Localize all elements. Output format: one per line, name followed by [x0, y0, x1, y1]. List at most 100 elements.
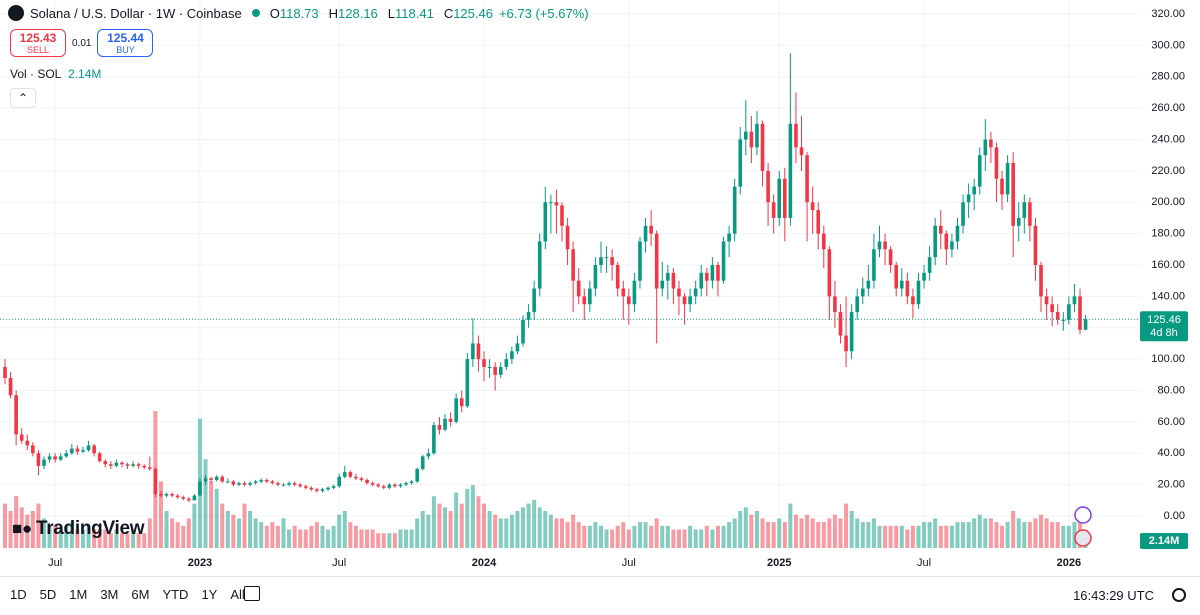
volume-bar: [376, 533, 381, 548]
volume-bar: [961, 522, 966, 548]
volume-bar: [855, 518, 860, 548]
volume-bar: [1027, 522, 1032, 548]
price-tag-value: 125.46: [1147, 314, 1181, 326]
candle-body: [983, 139, 988, 156]
volume-bar: [225, 511, 230, 548]
symbol-logo: [8, 5, 24, 21]
candle-body: [476, 343, 481, 360]
candle-body: [86, 445, 91, 451]
volume-bar: [704, 525, 709, 548]
candle-body: [465, 359, 470, 407]
volume-bar: [1050, 522, 1055, 548]
candle-body: [31, 445, 35, 454]
range-button[interactable]: All: [230, 587, 245, 602]
volume-bar: [58, 529, 63, 548]
candle-body: [810, 202, 815, 211]
candle-body: [721, 241, 726, 281]
candle-body: [1028, 202, 1032, 226]
spread: 0.01: [72, 37, 92, 49]
alert-icon: [1074, 506, 1092, 524]
volume-bar: [777, 518, 782, 548]
volume-bar: [275, 525, 280, 548]
ohlc-value: 118.73: [279, 5, 319, 21]
y-tick-label: 40.00: [1157, 447, 1185, 459]
collapse-button[interactable]: ⌃: [10, 88, 36, 108]
volume-bar: [715, 525, 720, 548]
candle-body: [1078, 296, 1082, 330]
volume-bar: [454, 492, 459, 548]
volume-bar: [19, 507, 24, 548]
volume-bar: [688, 525, 693, 548]
volume-bar: [571, 514, 576, 548]
volume-bar: [1072, 522, 1077, 548]
symbol-title[interactable]: Solana / U.S. Dollar · 1W · Coinbase: [30, 5, 242, 21]
candle-body: [409, 481, 414, 484]
range-button[interactable]: 1M: [69, 587, 88, 602]
buy-button[interactable]: 125.44 BUY: [97, 29, 154, 57]
volume-bar: [264, 525, 269, 548]
y-tick-label: 140.00: [1151, 290, 1185, 302]
volume-bar: [1044, 518, 1049, 548]
candle-body: [81, 450, 85, 452]
volume-bar: [810, 518, 815, 548]
volume-bar: [47, 525, 52, 548]
volume-bar: [615, 525, 620, 548]
range-button[interactable]: 3M: [100, 587, 119, 602]
candle-body: [1083, 319, 1088, 330]
candle-body: [198, 481, 202, 496]
candle-body: [899, 280, 904, 289]
candle-body: [716, 265, 720, 281]
volume-bar: [543, 511, 548, 548]
candle-body: [877, 241, 882, 250]
candle-body: [498, 366, 503, 375]
volume-bar: [80, 529, 85, 548]
range-button[interactable]: YTD: [162, 587, 189, 602]
volume-bar: [682, 529, 687, 548]
volume-bar: [92, 529, 97, 548]
candle-body: [75, 448, 80, 452]
volume-bar: [36, 503, 41, 548]
volume-bar: [1066, 525, 1071, 548]
candle-body: [504, 359, 509, 367]
volume-bar: [114, 529, 119, 548]
candle-body: [53, 456, 57, 460]
volume-bar: [392, 533, 397, 548]
candle-body: [342, 472, 347, 477]
volume-bar: [1039, 514, 1044, 548]
range-button[interactable]: 5D: [39, 587, 57, 602]
range-button[interactable]: 1D: [10, 587, 27, 602]
candle-body: [1000, 178, 1004, 195]
volume-bar: [164, 511, 169, 548]
candle-body: [632, 280, 637, 305]
candle-body: [604, 257, 609, 259]
volume-bar: [526, 503, 531, 548]
volume-bar: [576, 522, 581, 548]
range-button[interactable]: 1Y: [201, 587, 218, 602]
candle-body: [42, 459, 46, 466]
volume-bar: [181, 525, 186, 548]
volume-bar: [30, 511, 35, 548]
volume-bar: [721, 525, 726, 548]
range-button[interactable]: 6M: [131, 587, 150, 602]
date-range-button[interactable]: [244, 586, 260, 601]
symbol-header: Solana / U.S. Dollar · 1W · Coinbase O11…: [8, 5, 589, 21]
settings-button[interactable]: [1172, 588, 1186, 602]
candle-body: [744, 131, 748, 140]
volume-bar: [565, 522, 570, 548]
candle-body: [326, 487, 330, 490]
volume-bar: [119, 533, 124, 548]
candle-body: [14, 395, 18, 435]
candle-body: [777, 178, 782, 218]
brand-icon: ■●: [12, 519, 32, 538]
ohlc-value: 128.16: [338, 5, 378, 21]
ohlc-label: L: [387, 5, 396, 21]
volume-bar: [242, 503, 247, 548]
candle-body: [292, 483, 297, 485]
volume-bar: [671, 529, 676, 548]
volume-bar: [248, 511, 253, 548]
volume-bar: [97, 529, 102, 548]
candle-body: [816, 210, 821, 234]
candle-body: [331, 486, 336, 488]
candle-body: [381, 486, 386, 488]
sell-button[interactable]: 125.43 SELL: [10, 29, 66, 57]
